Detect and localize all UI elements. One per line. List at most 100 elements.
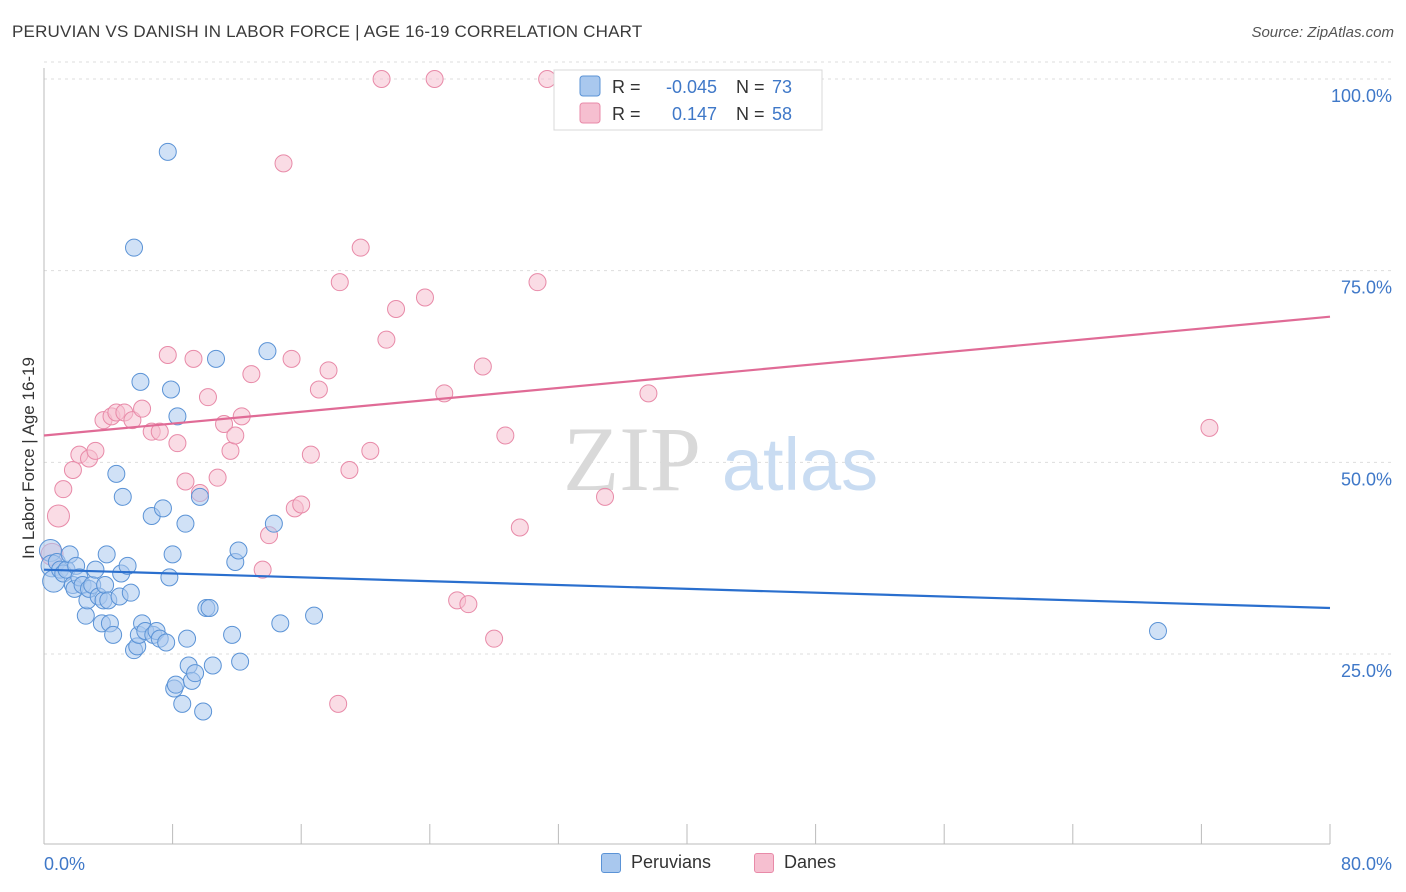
peruvian-point <box>160 568 179 587</box>
peruvian-point <box>258 342 277 361</box>
y-tick-label: 75.0% <box>1341 278 1392 298</box>
peruvian-point <box>96 576 115 594</box>
dane-point <box>301 445 320 464</box>
peruvian-point <box>157 633 176 652</box>
peruvian-point <box>231 652 250 671</box>
dane-point <box>184 349 203 368</box>
danes-n-label: N = <box>736 104 765 124</box>
peruvians-r-value: -0.045 <box>666 77 717 97</box>
source-label: Source: ZipAtlas.com <box>1251 24 1394 41</box>
dane-point <box>309 380 328 399</box>
dane-point <box>242 365 261 384</box>
dane-point <box>496 426 515 445</box>
dane-point <box>528 273 547 292</box>
dane-point <box>459 595 478 614</box>
peruvian-point <box>305 606 324 625</box>
dane-point <box>351 238 370 257</box>
legend-item-danes[interactable]: Danes <box>754 852 836 873</box>
peruvian-point <box>153 499 172 518</box>
peruvian-point <box>121 583 140 602</box>
peruvians-r-label: R = <box>612 77 641 97</box>
dane-point <box>1200 418 1219 437</box>
dane-point <box>54 480 73 499</box>
dane-point <box>176 472 195 491</box>
y-axis-label: In Labor Force | Age 16-19 <box>19 357 38 559</box>
dane-point <box>485 629 504 648</box>
peruvian-point <box>203 656 222 675</box>
peruvian-point <box>163 545 182 564</box>
peruvian-point <box>178 629 197 648</box>
peruvian-point <box>168 407 187 426</box>
dane-point <box>86 441 105 460</box>
legend-swatch-peruvians <box>601 852 621 873</box>
dane-point <box>510 518 529 537</box>
dane-point <box>415 288 434 307</box>
peruvian-point <box>200 599 219 617</box>
peruvian-point <box>207 349 226 368</box>
legend-label-danes: Danes <box>784 852 837 872</box>
dane-point <box>387 300 406 318</box>
dane-point <box>596 487 615 506</box>
legend-label-peruvians: Peruvians <box>631 852 712 872</box>
dane-point <box>538 70 557 88</box>
x-tick-label-min: 0.0% <box>44 854 85 874</box>
dane-point <box>282 349 301 368</box>
dane-point <box>329 694 348 713</box>
peruvian-point <box>76 606 95 625</box>
peruvian-point <box>194 702 213 721</box>
dane-point <box>63 461 82 479</box>
peruvians-n-label: N = <box>736 77 765 97</box>
x-tick-label-max: 80.0% <box>1341 854 1392 874</box>
dane-point <box>639 384 658 403</box>
dane-point <box>361 441 380 460</box>
dane-point <box>292 495 311 514</box>
danes-r-value: 0.147 <box>672 104 717 124</box>
peruvian-point <box>173 694 192 713</box>
dane-point <box>46 504 70 528</box>
dane-point <box>123 411 142 430</box>
peruvian-point <box>271 614 290 633</box>
dane-point <box>274 154 293 173</box>
dane-point <box>253 560 272 579</box>
dane-point <box>168 434 187 453</box>
peruvian-point <box>1148 622 1167 640</box>
peruvian-point <box>97 545 116 564</box>
dane-point <box>198 388 217 407</box>
watermark-zip: ZIP <box>563 408 701 510</box>
dane-point <box>150 422 169 441</box>
dane-point <box>221 441 240 460</box>
watermark-atlas: atlas <box>722 423 878 506</box>
zipatlas-watermark: ZIP atlas <box>563 408 878 510</box>
stats-legend: R = -0.045 N = 73 R = 0.147 N = 58 <box>553 69 823 131</box>
danes-stat-swatch <box>579 102 601 124</box>
peruvian-point <box>107 464 126 483</box>
dane-point <box>372 70 391 88</box>
peruvian-point <box>264 514 283 533</box>
dane-point <box>330 273 349 292</box>
dane-point <box>158 346 177 364</box>
dane-point <box>340 461 359 479</box>
peruvian-point <box>229 541 248 560</box>
peruvians-n-value: 73 <box>772 77 792 97</box>
peruvian-point <box>186 664 205 683</box>
dane-point <box>473 357 492 376</box>
y-tick-label: 50.0% <box>1341 469 1392 489</box>
peruvians-stat-swatch <box>579 75 601 97</box>
peruvians-trendline <box>43 568 1331 610</box>
danes-r-label: R = <box>612 104 641 124</box>
y-tick-label: 100.0% <box>1331 86 1392 106</box>
legend-item-peruvians[interactable]: Peruvians <box>601 852 711 873</box>
peruvian-point <box>158 142 177 161</box>
peruvian-point <box>176 514 195 533</box>
danes-n-value: 58 <box>772 104 792 124</box>
peruvian-point <box>118 556 137 575</box>
series-legend: Peruvians Danes <box>0 852 1406 878</box>
chart-title: PERUVIAN VS DANISH IN LABOR FORCE | AGE … <box>12 22 643 41</box>
peruvian-point <box>131 372 150 391</box>
dane-point <box>425 70 444 88</box>
y-tick-label: 25.0% <box>1341 661 1392 681</box>
peruvian-point <box>166 675 185 694</box>
danes-trendline <box>43 315 1331 437</box>
peruvian-point <box>190 487 209 506</box>
